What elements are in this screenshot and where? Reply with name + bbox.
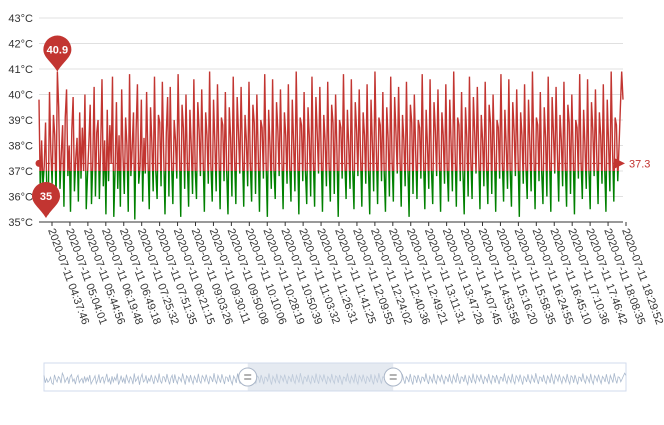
series-line-above (38, 71, 624, 171)
y-axis-tick-labels: 35°C 36°C 37°C 38°C 39°C 40°C 41°C 42°C 43°C (8, 13, 33, 229)
datazoom-start-handle[interactable] (238, 367, 258, 387)
data-zoom-slider[interactable] (43, 362, 627, 392)
max-marker-label: 40.9 (47, 45, 68, 57)
y-tick-label: 41°C (8, 64, 33, 76)
datazoom-selected-window[interactable] (247, 363, 394, 391)
max-marker-pin (43, 35, 72, 72)
average-line-start-dot (35, 159, 43, 167)
max-marker: 40.9 (43, 35, 72, 72)
datazoom-end-handle[interactable] (383, 367, 403, 387)
min-marker: 35 (32, 182, 60, 218)
y-tick-label: 43°C (8, 13, 33, 25)
min-marker-pin (32, 182, 60, 218)
datazoom-handle-knob[interactable] (238, 367, 258, 387)
y-tick-label: 37°C (8, 166, 33, 178)
y-tick-label: 36°C (8, 192, 33, 204)
average-mark-line: 37.3 (35, 158, 650, 170)
x-axis (39, 221, 627, 226)
average-line-arrow (615, 158, 625, 169)
y-tick-label: 40°C (8, 90, 33, 102)
y-tick-label: 35°C (8, 217, 33, 229)
datazoom-handle-knob[interactable] (383, 367, 403, 387)
y-tick-label: 39°C (8, 115, 33, 127)
y-tick-label: 42°C (8, 39, 33, 51)
max-min-markers: 40.9 35 (32, 35, 72, 218)
series-above-threshold (38, 71, 624, 171)
min-marker-label: 35 (40, 191, 52, 203)
y-tick-label: 38°C (8, 141, 33, 153)
average-value-label: 37.3 (629, 158, 650, 170)
